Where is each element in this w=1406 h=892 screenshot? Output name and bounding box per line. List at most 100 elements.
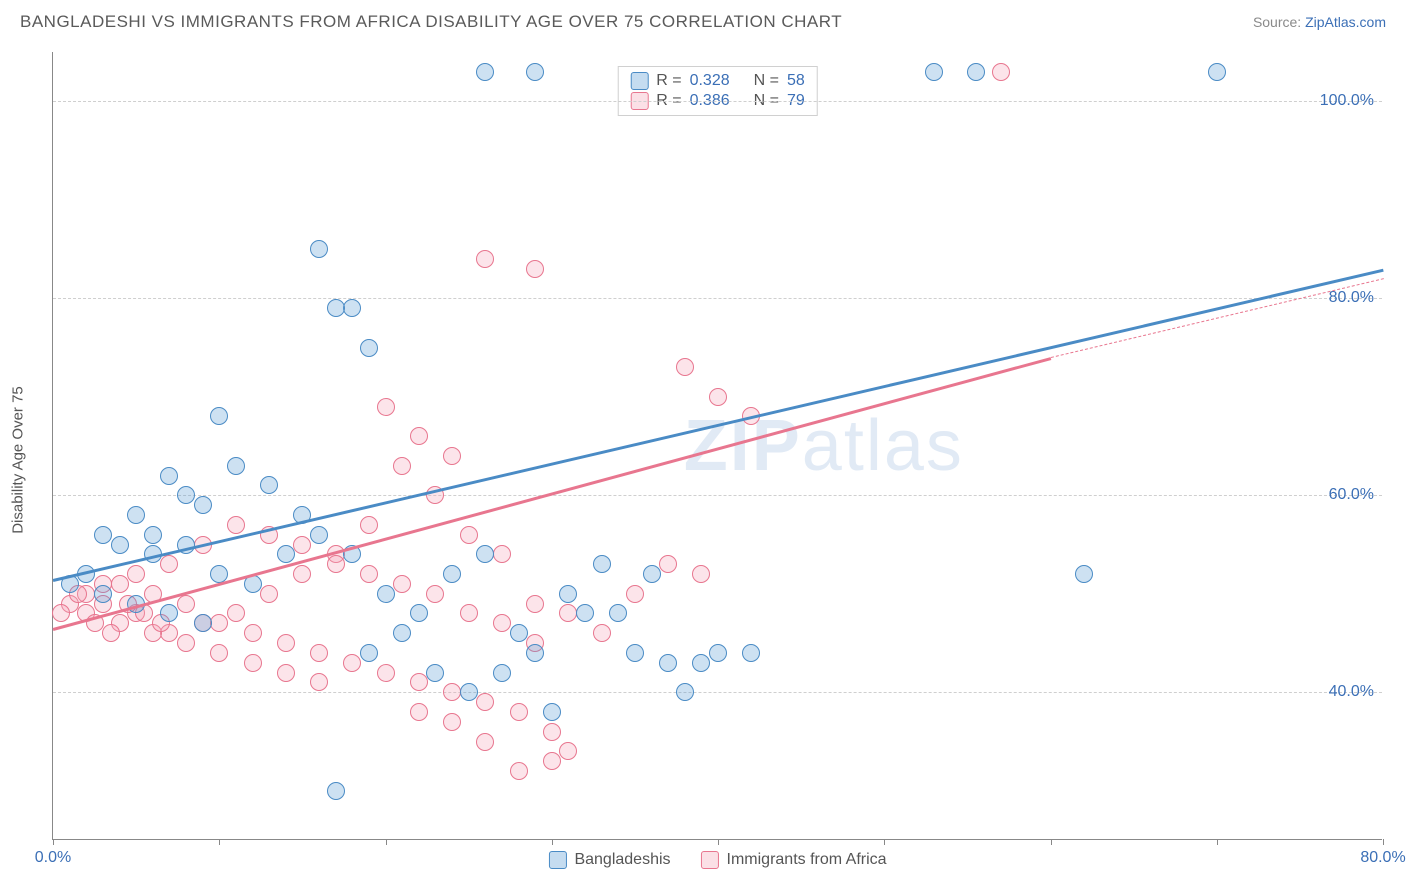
data-point: [543, 752, 561, 770]
data-point: [709, 388, 727, 406]
data-point: [327, 555, 345, 573]
data-point: [659, 654, 677, 672]
data-point: [393, 457, 411, 475]
y-tick-label: 100.0%: [1320, 92, 1374, 110]
data-point: [676, 358, 694, 376]
data-point: [377, 664, 395, 682]
data-point: [127, 506, 145, 524]
y-tick-label: 40.0%: [1329, 683, 1374, 701]
data-point: [94, 585, 112, 603]
gridline: [53, 495, 1382, 496]
data-point: [493, 614, 511, 632]
stat-n-label: N =: [754, 72, 779, 90]
data-point: [327, 299, 345, 317]
source-link[interactable]: ZipAtlas.com: [1305, 14, 1386, 30]
data-point: [460, 683, 478, 701]
chart-title: BANGLADESHI VS IMMIGRANTS FROM AFRICA DI…: [20, 12, 842, 32]
data-point: [493, 664, 511, 682]
gridline: [53, 692, 1382, 693]
data-point: [102, 624, 120, 642]
data-point: [510, 703, 528, 721]
data-point: [111, 575, 129, 593]
legend-item: Immigrants from Africa: [701, 851, 887, 869]
data-point: [476, 250, 494, 268]
data-point: [210, 614, 228, 632]
data-point: [160, 604, 178, 622]
data-point: [543, 703, 561, 721]
data-point: [510, 762, 528, 780]
data-point: [111, 536, 129, 554]
data-point: [443, 565, 461, 583]
data-point: [310, 644, 328, 662]
data-point: [526, 595, 544, 613]
stat-n-value: 58: [787, 72, 805, 90]
gridline: [53, 298, 1382, 299]
data-point: [310, 526, 328, 544]
data-point: [360, 565, 378, 583]
data-point: [410, 604, 428, 622]
data-point: [277, 664, 295, 682]
trend-line: [1050, 279, 1383, 359]
stat-r-label: R =: [656, 72, 681, 90]
x-tick: [219, 839, 220, 845]
legend-label: Bangladeshis: [574, 851, 670, 869]
data-point: [293, 536, 311, 554]
data-point: [510, 624, 528, 642]
data-point: [925, 63, 943, 81]
data-point: [310, 240, 328, 258]
data-point: [460, 604, 478, 622]
data-point: [526, 260, 544, 278]
data-point: [343, 299, 361, 317]
data-point: [210, 644, 228, 662]
data-point: [177, 595, 195, 613]
data-point: [967, 63, 985, 81]
x-tick-label: 0.0%: [35, 849, 71, 867]
data-point: [476, 545, 494, 563]
data-point: [194, 614, 212, 632]
data-point: [260, 585, 278, 603]
x-tick: [1217, 839, 1218, 845]
data-point: [559, 604, 577, 622]
data-point: [1208, 63, 1226, 81]
data-point: [127, 565, 145, 583]
data-point: [343, 654, 361, 672]
data-point: [177, 486, 195, 504]
data-point: [709, 644, 727, 662]
data-point: [692, 654, 710, 672]
data-point: [360, 339, 378, 357]
data-point: [742, 644, 760, 662]
data-point: [160, 555, 178, 573]
data-point: [443, 447, 461, 465]
trend-line: [53, 269, 1384, 582]
y-tick-label: 60.0%: [1329, 486, 1374, 504]
data-point: [94, 526, 112, 544]
data-point: [676, 683, 694, 701]
source-label: Source: ZipAtlas.com: [1253, 14, 1386, 30]
data-point: [244, 624, 262, 642]
y-tick-label: 80.0%: [1329, 289, 1374, 307]
data-point: [526, 644, 544, 662]
data-point: [277, 634, 295, 652]
data-point: [310, 673, 328, 691]
data-point: [659, 555, 677, 573]
data-point: [327, 782, 345, 800]
data-point: [1075, 565, 1093, 583]
scatter-plot: ZIPatlas R =0.328N =58R =0.386N =79 Bang…: [52, 52, 1382, 840]
data-point: [260, 476, 278, 494]
x-tick: [1051, 839, 1052, 845]
data-point: [460, 526, 478, 544]
data-point: [227, 457, 245, 475]
data-point: [144, 526, 162, 544]
chart-container: Disability Age Over 75 ZIPatlas R =0.328…: [0, 40, 1406, 880]
data-point: [626, 644, 644, 662]
data-point: [992, 63, 1010, 81]
data-point: [626, 585, 644, 603]
data-point: [393, 575, 411, 593]
x-tick: [53, 839, 54, 845]
x-tick: [1383, 839, 1384, 845]
stat-r-value: 0.328: [690, 72, 730, 90]
x-tick-label: 80.0%: [1360, 849, 1405, 867]
x-tick: [386, 839, 387, 845]
data-point: [410, 673, 428, 691]
data-point: [493, 545, 511, 563]
